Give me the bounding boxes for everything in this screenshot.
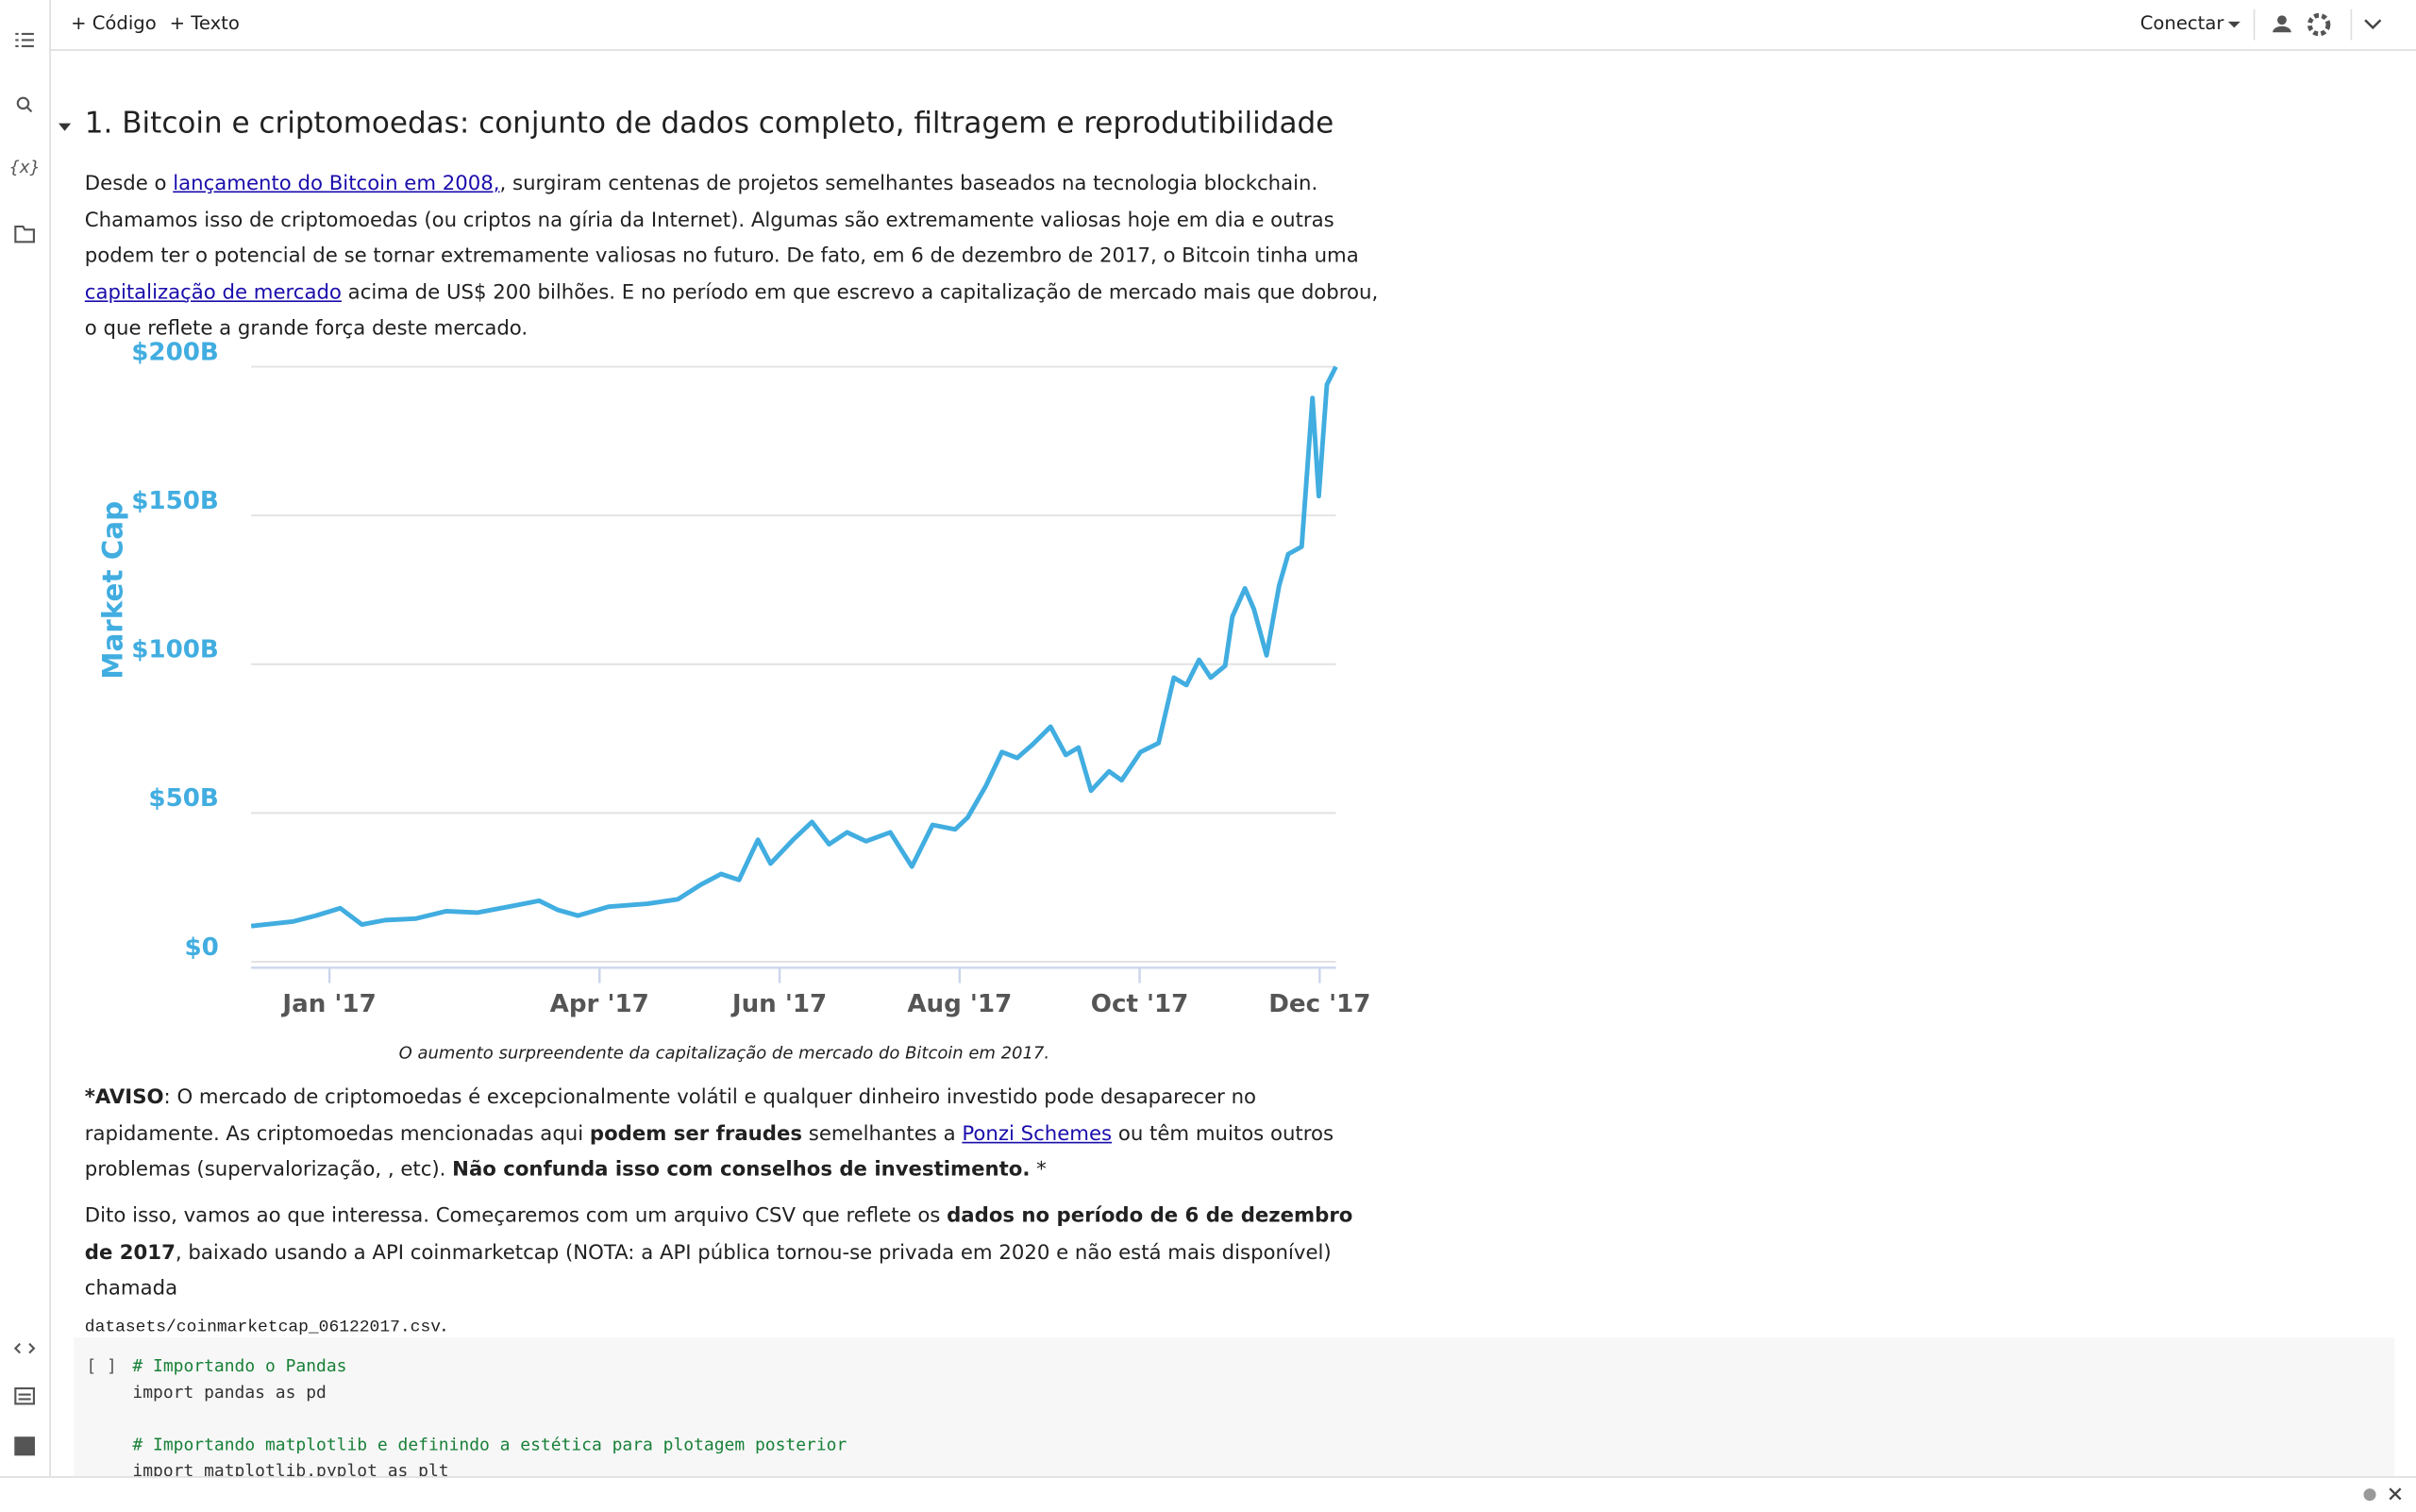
link[interactable]: Ponzi Schemes [962,1122,1113,1146]
next-paragraph: Dito isso, vamos ao que interessa. Começ… [85,1199,1379,1347]
y-tick-label: $50B [148,784,218,813]
code-line: import matplotlib.pyplot as plt [132,1460,449,1481]
add-text-button[interactable]: + Texto [169,12,240,34]
toolbar: + Código + Texto Conectar [49,0,2416,51]
code-line: # Importando o Pandas [132,1355,347,1376]
text: ou têm muitos outros problemas (superval… [84,1122,1334,1183]
link[interactable]: capitalização de mercado [84,280,342,305]
connect-button[interactable]: Conectar [2139,12,2224,34]
code-line: import pandas as pd [132,1382,327,1403]
inline-code: datasets/coinmarketcap_06122017.csv [84,1318,442,1337]
x-tick-label: Apr '17 [550,990,649,1018]
variables-icon[interactable]: {x} [8,158,40,177]
status-bar [0,1476,2416,1512]
sidebar-icons: {x} [8,32,41,1456]
x-tick-label: Aug '17 [907,990,1012,1018]
text: semelhantes a [802,1122,963,1146]
text: Dito isso, vamos ao que interessa. Começ… [84,1204,948,1229]
text: Desde o [84,172,174,196]
add-code-button[interactable]: + Código [71,12,157,34]
code-line: # Importando matplotlib e definindo a es… [132,1434,847,1455]
x-tick-label: Jan '17 [280,990,376,1018]
link[interactable]: lançamento do Bitcoin em 2008, [173,172,500,196]
y-axis-label: Market Cap [96,501,128,680]
files-icon[interactable] [14,225,35,244]
collapse-icon[interactable] [2364,19,2382,30]
intro-paragraph: Desde o lançamento do Bitcoin em 2008,, … [85,166,1379,347]
status-icons [2363,1487,2402,1502]
palette-icon[interactable] [14,1386,35,1405]
code-cell[interactable]: [ ] # Importando o Pandas import pandas … [74,1337,2395,1492]
search-icon[interactable] [16,96,30,110]
code-block: # Importando o Pandas import pandas as p… [132,1352,847,1484]
section-toggle[interactable] [56,119,75,138]
bold-text: podem ser fraudes [589,1122,803,1146]
code-snippets-icon[interactable] [13,1342,36,1354]
toc-icon[interactable] [15,32,34,48]
section-title: 1. Bitcoin e criptomoedas: conjunto de d… [84,106,1334,141]
share-icon[interactable] [2277,15,2287,25]
bold-text: dados no período de 6 de dezembro de 201… [84,1204,1353,1265]
data-line [250,365,1338,929]
x-tick-label: Jun '17 [730,990,827,1018]
chart-caption: O aumento surpreendente da capitalização… [398,1043,1050,1064]
terminal-icon[interactable] [14,1436,35,1456]
text: , surgiram centenas de projetos semelhan… [84,172,1359,269]
y-tick-label: $0 [184,933,218,962]
text: : O mercado de criptomoedas é excepciona… [84,1086,1257,1146]
text: . [441,1313,447,1337]
y-tick-label: $100B [131,636,219,664]
sidebar: {x} [0,0,51,1480]
x-tick-label: Oct '17 [1091,990,1189,1018]
chart: Market Cap $0 $50B $100B $150B $200B Jan '17 A… [96,338,1370,1018]
y-tick-label: $200B [131,338,219,366]
y-tick-label: $150B [131,487,219,515]
bold-text: *AVISO [84,1086,164,1110]
text: , baixado usando a API coinmarketcap (NO… [84,1241,1332,1301]
settings-icon[interactable] [2307,12,2331,37]
x-tick-label: Dec '17 [1268,990,1370,1018]
toolbar-icons [2227,8,2382,41]
bold-text: Não confunda isso com conselhos de inves… [452,1158,1031,1183]
text: * [1030,1158,1047,1183]
run-prompt[interactable]: [ ] [86,1355,117,1376]
warning-paragraph: *AVISO: O mercado de criptomoedas é exce… [85,1080,1379,1188]
text: acima de US$ 200 bilhões. E no período e… [84,280,1379,341]
